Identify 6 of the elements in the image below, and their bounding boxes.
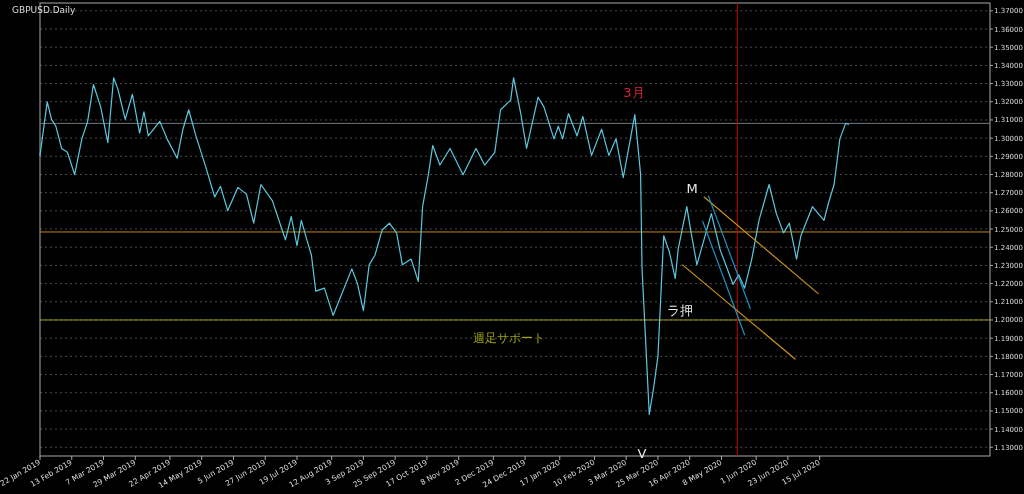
annotation: ラ押 [667, 303, 693, 318]
ref-line-label: 週足サポート [473, 330, 545, 345]
annotation: V [637, 446, 647, 461]
annotation: 3月 [623, 85, 645, 100]
title: GBPUSD.Daily [12, 5, 76, 15]
annotation: M [686, 181, 698, 196]
